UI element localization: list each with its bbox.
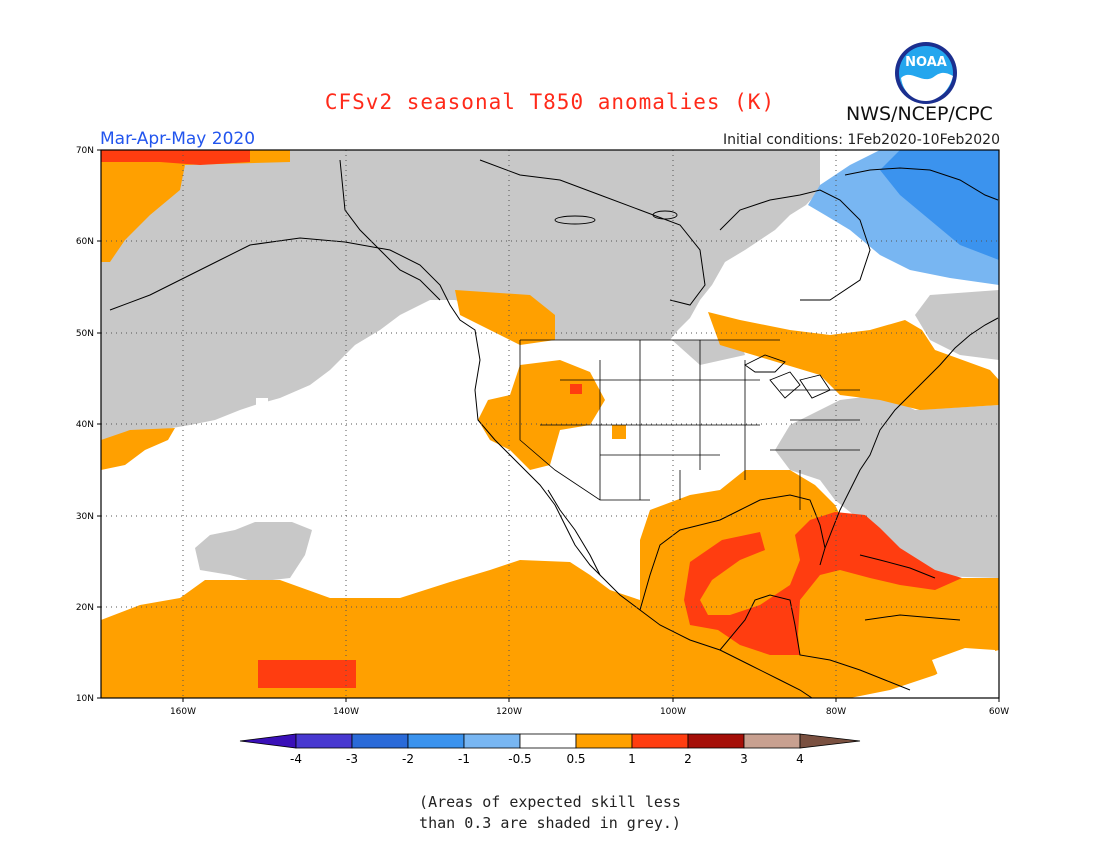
colorbar-segment [631, 733, 689, 749]
coastlines [109, 159, 999, 698]
lon-label: 60W [989, 707, 1009, 717]
lon-label: 120W [496, 707, 522, 717]
colorbar-segment [295, 733, 353, 749]
strong-positive-anomaly-region [101, 150, 962, 688]
colorbar-segment [351, 733, 409, 749]
lon-label: 80W [826, 707, 846, 717]
agency-label: NWS/NCEP/CPC [846, 103, 993, 125]
colorbar-label: -0.5 [508, 752, 531, 766]
chart-title: CFSv2 seasonal T850 anomalies (K) [324, 90, 776, 114]
colorbar-segment [799, 733, 861, 749]
skill-note: (Areas of expected skill less than 0.3 a… [419, 793, 681, 832]
noaa-logo-text: NOAA [905, 55, 947, 70]
colorbar-segment [239, 733, 297, 749]
colorbar-segment [743, 733, 801, 749]
lat-label: 20N [76, 603, 94, 613]
lat-label: 30N [76, 512, 94, 522]
noaa-logo: NOAA [895, 42, 957, 104]
lat-label: 70N [76, 146, 94, 156]
state-borders [519, 339, 860, 510]
colorbar-label: -4 [290, 752, 302, 766]
lon-label: 160W [170, 707, 196, 717]
colorbar-segment [687, 733, 745, 749]
lat-label: 60N [76, 237, 94, 247]
colorbar-label: -2 [402, 752, 414, 766]
colorbar-label: 3 [740, 752, 748, 766]
colorbar-label: -1 [458, 752, 470, 766]
colorbar-label: 1 [628, 752, 636, 766]
lat-label: 10N [76, 694, 94, 704]
colorbar-label: -3 [346, 752, 358, 766]
colorbar [239, 733, 861, 749]
colorbar-label: 2 [684, 752, 692, 766]
lon-label: 140W [333, 707, 359, 717]
colorbar-label: 4 [796, 752, 804, 766]
initial-conditions-label: Initial conditions: 1Feb2020-10Feb2020 [723, 132, 1000, 148]
colorbar-segment [575, 733, 633, 749]
season-label: Mar-Apr-May 2020 [100, 129, 256, 149]
colorbar-label: 0.5 [566, 752, 585, 766]
lat-label: 50N [76, 329, 94, 339]
colorbar-segment [463, 733, 521, 749]
colorbar-segment [407, 733, 465, 749]
negative-anomaly-region [808, 150, 999, 285]
lon-label: 100W [660, 707, 686, 717]
colorbar-segment [519, 733, 577, 749]
lat-label: 40N [76, 420, 94, 430]
